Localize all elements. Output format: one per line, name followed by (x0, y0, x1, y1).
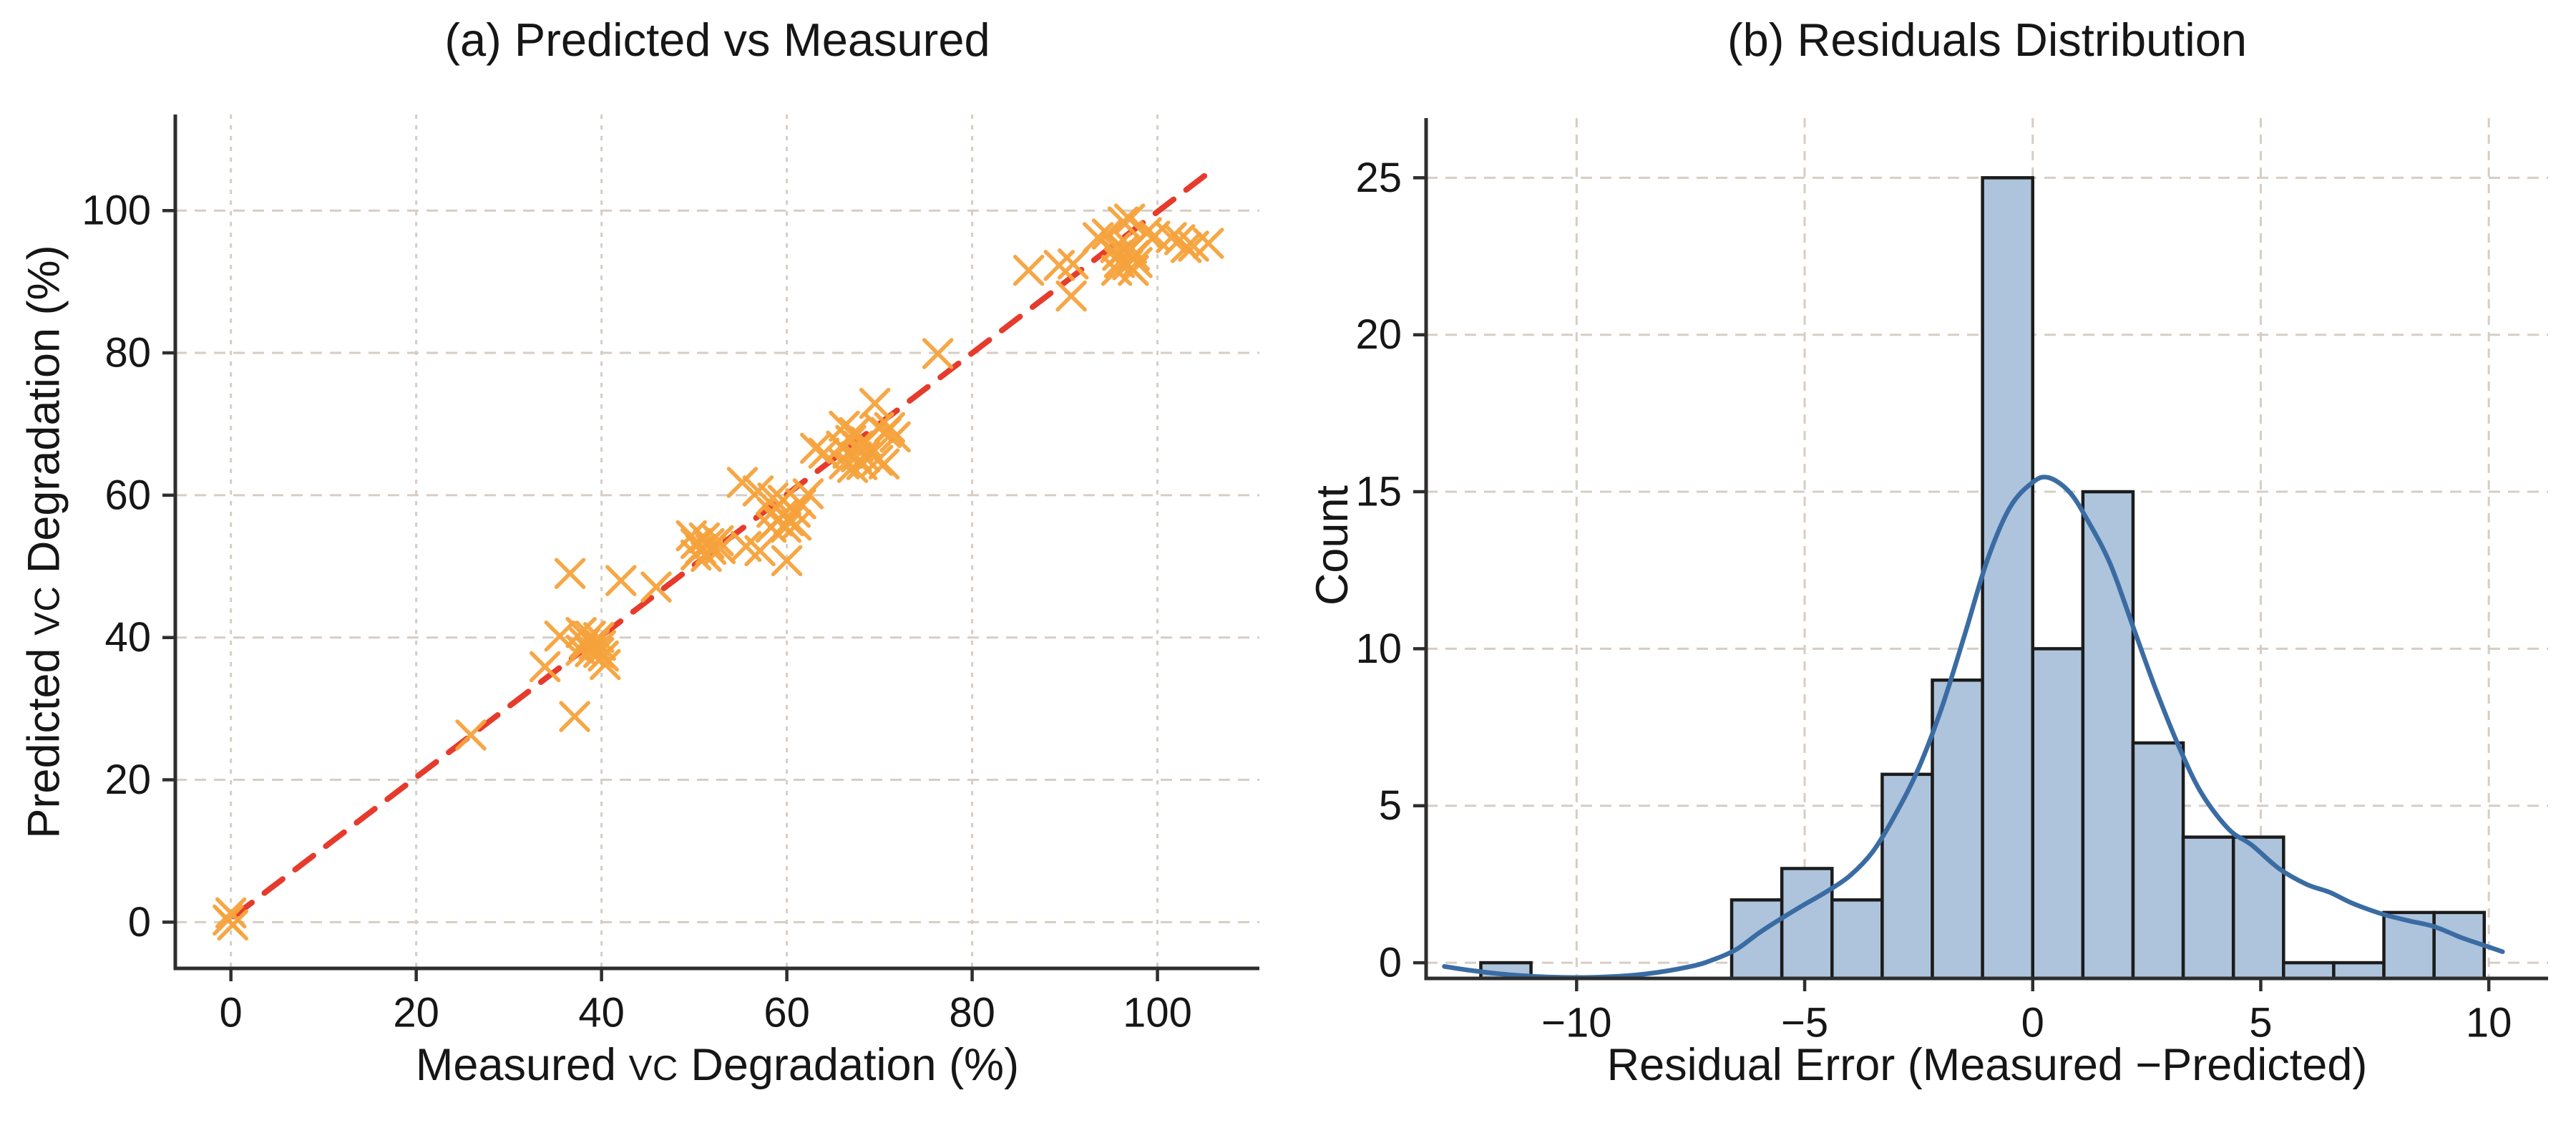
scatter-x-tick-label: 60 (763, 990, 810, 1036)
scatter-x-tick-label: 40 (578, 990, 625, 1036)
histogram-x-tick-label: 5 (2249, 1000, 2272, 1046)
scatter-point (755, 511, 787, 543)
scatter-point (559, 701, 590, 732)
scatter-point (868, 448, 900, 480)
scatter-y-tick-label: 80 (104, 330, 151, 376)
histogram-x-tick-label: 10 (2466, 1000, 2512, 1046)
histogram-y-tick-label: 10 (1355, 626, 1402, 672)
scatter-point (1131, 217, 1162, 248)
xlabel-a-suffix: Degradation (%) (678, 1040, 1020, 1090)
scatter-point (529, 651, 561, 683)
histogram-bar (1729, 898, 1784, 981)
scatter-point (587, 640, 619, 672)
ylabel-a-prefix: Predicted (19, 635, 69, 839)
scatter-point (215, 897, 247, 929)
ylabel-a-vc: VC (28, 585, 67, 636)
histogram-x-tick-label: 0 (2021, 1000, 2044, 1046)
scatter-y-tick-label: 0 (128, 899, 151, 945)
histogram-bar (2081, 490, 2135, 981)
histogram-bar (2131, 741, 2185, 981)
scatter-point (859, 387, 891, 419)
histogram-y-tick-label: 25 (1355, 155, 1402, 201)
scatter-point (808, 437, 840, 469)
xlabel-a-vc: VC (628, 1049, 678, 1088)
histogram-y-tick-label: 0 (1379, 940, 1402, 986)
scatter-y-tick-label: 60 (104, 472, 151, 518)
scatter-point (605, 565, 637, 596)
scatter-point (742, 475, 774, 507)
scatter-point (800, 432, 831, 465)
histogram-y-axis-label: Count (1307, 485, 1357, 606)
xlabel-a-prefix: Measured (415, 1040, 629, 1090)
scatter-point (1113, 203, 1146, 235)
scatter-point (590, 648, 621, 681)
scatter-point (213, 904, 244, 936)
scatter-point (1013, 254, 1045, 286)
histogram-bar (1780, 867, 1834, 981)
histogram-bar (2332, 961, 2386, 981)
histogram-bar (1830, 898, 1884, 981)
histogram-chart-title: (b) Residuals Distribution (1727, 14, 2248, 66)
histogram-x-tick-label: −10 (1541, 1000, 1611, 1046)
ylabel-a-suffix: Degradation (%) (19, 245, 69, 586)
histogram-y-tick-label: 20 (1355, 311, 1402, 358)
scatter-point (675, 520, 707, 552)
scatter-point (922, 338, 954, 369)
scatter-point (691, 540, 722, 573)
scatter-point (1156, 222, 1187, 253)
scatter-point (1057, 248, 1089, 280)
histogram-x-axis-label: Residual Error (Measured −Predicted) (1606, 1040, 2368, 1090)
scatter-point (704, 533, 736, 565)
scatter-point (455, 719, 487, 751)
scatter-point (554, 558, 586, 589)
scatter-point (836, 452, 869, 483)
histogram-bar (2231, 835, 2285, 981)
scatter-y-tick-label: 40 (104, 614, 151, 661)
scatter-point (680, 539, 712, 571)
scatter-x-tick-label: 80 (949, 990, 995, 1036)
histogram-y-tick-label: 5 (1379, 782, 1402, 829)
scatter-point (640, 571, 672, 603)
scatter-point (771, 545, 803, 577)
histogram-bar (2282, 961, 2336, 981)
scatter-y-tick-label: 20 (104, 757, 151, 803)
scatter-point (1121, 247, 1153, 278)
histogram-bar (2181, 835, 2235, 981)
scatter-point (1193, 228, 1224, 259)
scatter-point (1043, 250, 1075, 281)
scatter-y-axis-label: Predicted VC Degradation (%) (19, 245, 73, 838)
histogram-x-tick-label: −5 (1781, 1000, 1828, 1046)
histogram-bar (2432, 910, 2487, 981)
scatter-point (726, 467, 758, 498)
scatter-point (792, 478, 824, 510)
scatter-point (1055, 280, 1087, 312)
scatter-x-axis-label: Measured VC Degradation (%) (175, 1036, 1259, 1094)
scatter-point (862, 444, 894, 476)
identity-line (230, 169, 1213, 920)
histogram-y-tick-label: 15 (1355, 469, 1402, 515)
scatter-point (770, 511, 802, 543)
scatter-point (773, 505, 804, 537)
scatter-x-tick-label: 20 (393, 990, 439, 1036)
scatter-x-tick-label: 100 (1123, 990, 1192, 1036)
kde-curve (1442, 475, 2505, 980)
scatter-y-tick-label: 100 (82, 188, 151, 234)
scatter-point (874, 412, 906, 444)
histogram-bar (1981, 176, 2034, 981)
histogram-bar (1931, 678, 1984, 981)
scatter-point (1107, 206, 1139, 238)
histogram-bar (2031, 647, 2085, 981)
scatter-x-tick-label: 0 (220, 990, 243, 1036)
scatter-point (879, 421, 911, 453)
scatter-chart-title: (a) Predicted vs Measured (444, 14, 990, 66)
scatter-point (1118, 254, 1149, 286)
histogram-bar (1880, 772, 1934, 981)
scatter-point (744, 535, 776, 567)
